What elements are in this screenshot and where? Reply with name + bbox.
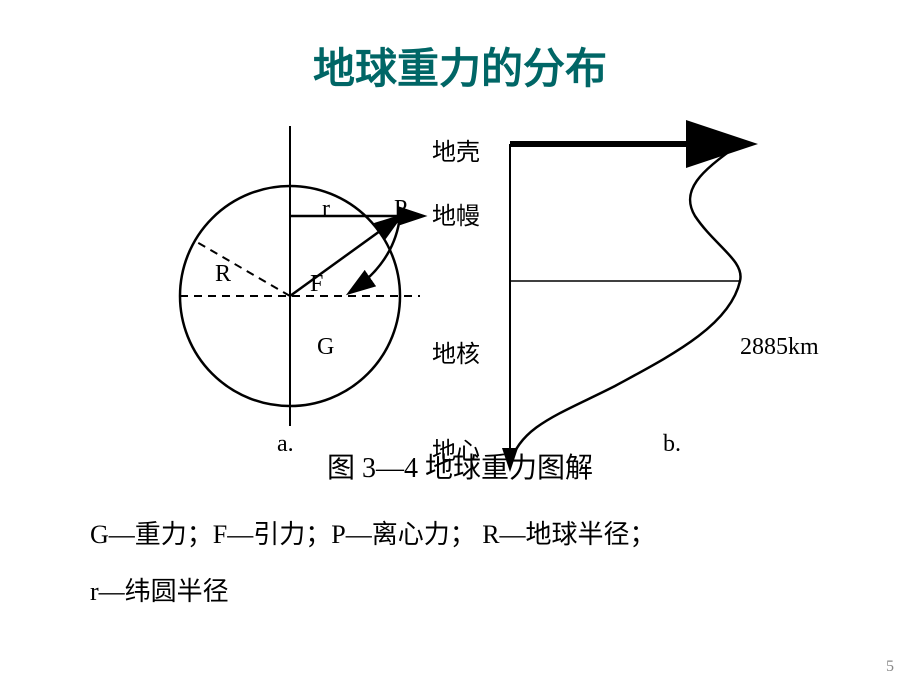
label-F: F [310,271,323,298]
label-R: R [215,261,231,288]
page-title: 地球重力的分布 [0,0,920,96]
label-b: b. [663,431,681,458]
radius-R-line [195,241,290,296]
page-number: 5 [886,658,894,676]
label-center: 地心 [432,431,480,466]
gravity-curve [510,144,741,464]
label-crust: 地壳 [432,132,480,167]
label-G: G [317,334,334,361]
label-P: P [394,196,407,223]
label-mantle: 地幔 [432,196,480,231]
legend-line-2: r—纬圆半径 [90,563,920,620]
diagram-container: r P R F G a. 地壳 地幔 地核 地心 2885km b. [0,96,920,436]
legend-line-1: G—重力；F—引力；P—离心力； R—地球半径； [90,506,920,563]
label-r: r [322,196,330,223]
label-a: a. [277,431,294,458]
vector-P [290,218,398,296]
label-depth: 2885km [740,334,819,361]
label-core: 地核 [432,334,480,369]
legend-block: G—重力；F—引力；P—离心力； R—地球半径； r—纬圆半径 [90,506,920,620]
